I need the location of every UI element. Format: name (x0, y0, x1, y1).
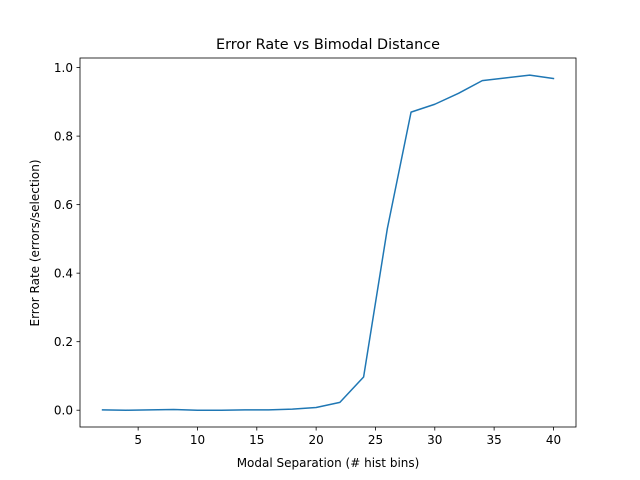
x-tick-label: 40 (546, 433, 561, 447)
chart-title: Error Rate vs Bimodal Distance (216, 37, 440, 53)
y-tick-label: 1.0 (54, 61, 73, 75)
y-tick-label: 0.2 (54, 335, 73, 349)
y-tick-label: 0.0 (54, 404, 73, 418)
y-tick-label: 0.8 (54, 129, 73, 143)
x-tick-label: 25 (368, 433, 383, 447)
plot-frame (79, 57, 577, 428)
plot-area: 5 10 15 20 25 30 35 40 0.0 0.2 0.4 0.6 0.8 1.0 (54, 57, 577, 447)
y-tick-label: 0.6 (54, 198, 73, 212)
x-tick-label: 20 (308, 433, 323, 447)
x-tick-label: 15 (249, 433, 264, 447)
x-tick-label: 5 (134, 433, 142, 447)
y-axis-label: Error Rate (errors/selection) (28, 159, 42, 326)
x-tick-label: 10 (190, 433, 205, 447)
y-tick-label: 0.4 (54, 266, 73, 280)
x-tick-label: 35 (486, 433, 501, 447)
x-tick-label: 30 (427, 433, 442, 447)
series-line-0 (101, 74, 555, 411)
x-axis-label: Modal Separation (# hist bins) (237, 456, 420, 470)
